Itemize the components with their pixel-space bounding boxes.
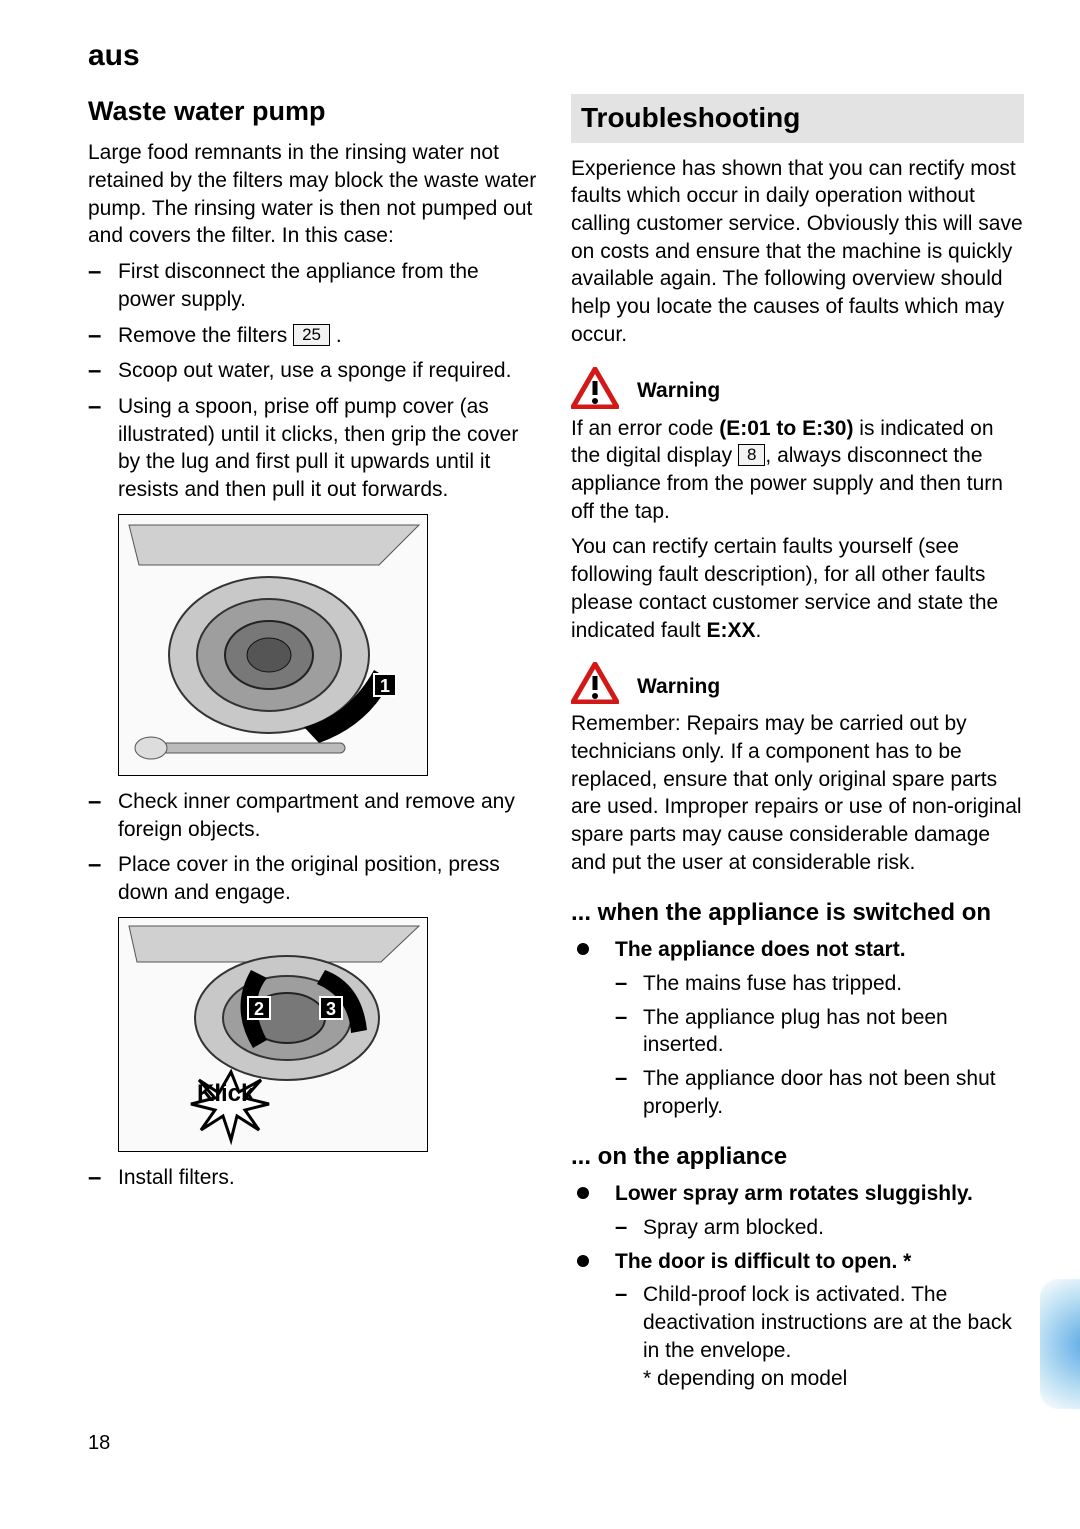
step: Using a spoon, prise off pump cover (as … (88, 393, 541, 504)
cause: Spray arm blocked. (615, 1214, 1024, 1242)
t: Child-proof lock is activated. The deact… (643, 1283, 1012, 1361)
warning2-text: Remember: Repairs may be carried out by … (571, 710, 1024, 876)
pump-illustration-2 (119, 918, 428, 1152)
fault-item: Lower spray arm rotates sluggishly. Spra… (571, 1180, 1024, 1241)
pump-illustration-1 (119, 515, 428, 776)
figure2-badge-b: 3 (319, 996, 343, 1020)
figure-pump-cover-remove: 1 (118, 514, 428, 776)
t: (E:01 to E:30) (719, 417, 853, 440)
cause: Child-proof lock is activated. The deact… (615, 1281, 1024, 1392)
t: If an error code (571, 417, 719, 440)
ref-8: 8 (738, 444, 765, 466)
t: You can rectify certain faults yourself … (571, 535, 998, 641)
left-intro: Large food remnants in the rinsing water… (88, 139, 541, 250)
left-steps-c: Install filters. (88, 1164, 541, 1192)
warning-icon (571, 662, 619, 704)
fault-causes: The mains fuse has tripped. The applianc… (615, 970, 1024, 1121)
left-heading: Waste water pump (88, 94, 541, 130)
fault-title: The door is difficult to open. * (615, 1250, 911, 1273)
page-number: 18 (88, 1430, 1024, 1456)
step: First disconnect the appliance from the … (88, 258, 541, 313)
step: Place cover in the original position, pr… (88, 851, 541, 906)
left-steps-a: First disconnect the appliance from the … (88, 258, 541, 504)
fault-causes: Child-proof lock is activated. The deact… (615, 1281, 1024, 1392)
warning-block-1: Warning (571, 367, 1024, 409)
cause: The appliance plug has not been inserted… (615, 1004, 1024, 1059)
step: Scoop out water, use a sponge if require… (88, 357, 541, 385)
warning1-text: If an error code (E:01 to E:30) is indic… (571, 415, 1024, 526)
figure2-badge-a: 2 (247, 996, 271, 1020)
sub2-heading: ... on the appliance (571, 1141, 1024, 1173)
sub1-heading: ... when the appliance is switched on (571, 897, 1024, 929)
step: Remove the filters 25 . (88, 322, 541, 350)
fault-item: The door is difficult to open. * Child-p… (571, 1248, 1024, 1393)
left-column: Waste water pump Large food remnants in … (88, 94, 541, 1403)
step: Install filters. (88, 1164, 541, 1192)
figure-pump-cover-install: 2 3 Klick (118, 917, 428, 1152)
fault-title: Lower spray arm rotates sluggishly. (615, 1182, 973, 1205)
fault-causes: Spray arm blocked. (615, 1214, 1024, 1242)
ref-25: 25 (293, 324, 330, 346)
t: . (755, 619, 761, 642)
figure1-badge: 1 (373, 673, 397, 697)
warning-block-2: Warning (571, 662, 1024, 704)
fault-item: The appliance does not start. The mains … (571, 936, 1024, 1120)
warning-label: Warning (637, 377, 720, 405)
left-steps-b: Check inner compartment and remove any f… (88, 788, 541, 907)
two-column-layout: Waste water pump Large food remnants in … (88, 94, 1024, 1403)
step-text: Remove the filters (118, 324, 293, 347)
sub1-list: The appliance does not start. The mains … (571, 936, 1024, 1120)
right-heading: Troubleshooting (571, 94, 1024, 143)
cause: The appliance door has not been shut pro… (615, 1065, 1024, 1120)
note: * depending on model (643, 1367, 847, 1390)
sub2-list: Lower spray arm rotates sluggishly. Spra… (571, 1180, 1024, 1392)
cause: The mains fuse has tripped. (615, 970, 1024, 998)
step: Check inner compartment and remove any f… (88, 788, 541, 843)
right-intro: Experience has shown that you can rectif… (571, 155, 1024, 349)
fault-title: The appliance does not start. (615, 938, 906, 961)
t: E:XX (706, 619, 755, 642)
header-tag: aus (88, 36, 1024, 76)
warning-icon (571, 367, 619, 409)
right-column: Troubleshooting Experience has shown tha… (571, 94, 1024, 1403)
edge-tab (1040, 1279, 1080, 1409)
warning1-text-2: You can rectify certain faults yourself … (571, 533, 1024, 644)
period: . (330, 324, 342, 347)
warning-label: Warning (637, 673, 720, 701)
klick-label: Klick (197, 1078, 254, 1110)
